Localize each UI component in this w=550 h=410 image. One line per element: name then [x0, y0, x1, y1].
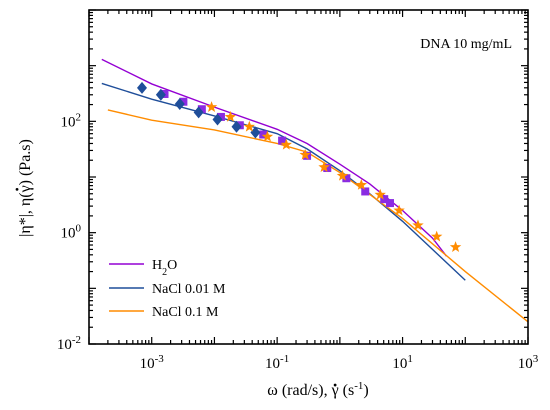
x-tick-exponent: 3: [533, 353, 539, 365]
h2o-oscillatory-squares-point-6: [259, 130, 268, 139]
y-axis-label-part-1: |η*|, η(: [17, 192, 34, 236]
legend-label-nacl-001: NaCl 0.01 M: [152, 282, 226, 297]
h2o-oscillatory-squares-point-13: [385, 199, 394, 208]
h2o-oscillatory-squares-point-2: [179, 97, 188, 106]
x-axis-label-part-1: ω (rad/s),: [267, 382, 331, 399]
y-axis-label-gamma: γ: [17, 185, 34, 193]
x-axis-label-part-3: (s: [339, 382, 355, 399]
x-axis-gamma-dot: [333, 383, 337, 387]
nacl01-oscillatory-stars-point-5: [280, 138, 293, 150]
y-tick-base: 10: [61, 114, 76, 130]
x-tick-label: 101: [392, 353, 413, 372]
nacl001-oscillatory-diamonds: [136, 81, 261, 139]
nacl001-oscillatory-diamonds-point-4: [193, 106, 204, 119]
x-tick-exponent: -1: [280, 353, 289, 365]
nacl001-oscillatory-diamonds-point-6: [231, 120, 242, 133]
nacl01-oscillatory-stars: [205, 101, 462, 252]
nacl001-oscillatory-diamonds-point-3: [174, 97, 185, 110]
nacl001-oscillatory-diamonds-point-2: [155, 88, 166, 101]
h2o-oscillatory-squares-point-9: [323, 164, 332, 173]
h2o-oscillatory-squares-point-10: [342, 174, 351, 183]
x-tick-label: 10-1: [265, 353, 289, 372]
legend-item-h2o: H2O: [109, 258, 177, 278]
x-tick-label: 103: [518, 353, 539, 372]
y-tick-label: 100: [61, 223, 82, 242]
x-tick-base: 10: [518, 356, 533, 372]
x-tick-base: 10: [140, 356, 155, 372]
nacl01-oscillatory-stars-point-12: [412, 219, 424, 231]
x-axis-label-exponent: -1: [354, 380, 363, 392]
y-tick-base: 10: [57, 337, 72, 353]
nacl01-oscillatory-stars-point-9: [355, 178, 368, 190]
h2o-oscillatory-squares-point-11: [361, 187, 370, 196]
h2o-oscillatory-squares-point-12: [380, 195, 389, 204]
nacl01-oscillatory-stars-point-1: [205, 101, 218, 112]
nacl001-oscillatory-diamonds-point-7: [250, 126, 261, 139]
nacl01-oscillatory-stars-point-2: [224, 110, 237, 122]
y-axis-gamma-dot: [15, 187, 19, 191]
nacl01-oscillatory-stars-point-10: [374, 188, 386, 200]
nacl01-oscillatory-stars-point-13: [430, 230, 443, 242]
y-tick-base: 10: [61, 226, 76, 242]
nacl01-oscillatory-stars-point-11: [393, 204, 405, 216]
x-axis-label-part-5: ): [363, 382, 368, 399]
y-tick-exponent: 0: [76, 223, 82, 235]
h2o-oscillatory-squares-point-3: [197, 105, 206, 114]
x-axis-label: ω (rad/s), γ (s-1): [267, 380, 368, 399]
y-tick-exponent: 2: [76, 111, 82, 123]
legend-label-h2o: H2O: [152, 258, 177, 278]
nacl01-oscillatory-stars-point-6: [299, 148, 311, 160]
y-tick-label: 102: [61, 111, 82, 130]
nacl01-oscillatory-stars-point-4: [261, 130, 274, 142]
x-tick-base: 10: [265, 356, 280, 372]
y-axis-label-part-3: ) (Pa.s): [17, 139, 34, 185]
chart-annotation: DNA 10 mg/mL: [420, 37, 512, 52]
nacl01-oscillatory-stars-point-14: [449, 241, 462, 252]
plot-marks: [101, 58, 529, 323]
x-tick-label: 10-3: [140, 353, 165, 372]
legend: H2O NaCl 0.01 M NaCl 0.1 M: [109, 258, 226, 320]
nacl001-steady-line: [101, 82, 466, 281]
legend-item-nacl-001: NaCl 0.01 M: [109, 282, 226, 297]
x-tick-exponent: -3: [155, 353, 165, 365]
x-axis-label-gamma: γ: [331, 382, 339, 399]
nacl001-oscillatory-diamonds-point-5: [212, 113, 223, 126]
legend-label-nacl-01: NaCl 0.1 M: [152, 305, 219, 320]
h2o-oscillatory-squares-point-4: [216, 112, 225, 121]
nacl01-oscillatory-stars-point-3: [243, 120, 256, 132]
legend-item-nacl-01: NaCl 0.1 M: [109, 305, 219, 320]
x-tick-exponent: 1: [407, 353, 413, 365]
nacl001-oscillatory-diamonds-point-1: [136, 81, 147, 94]
y-tick-exponent: -2: [72, 334, 81, 346]
y-tick-label: 10-2: [57, 334, 81, 353]
x-tick-base: 10: [392, 356, 407, 372]
y-axis-label: |η*|, η(γ) (Pa.s): [17, 139, 34, 237]
nacl01-oscillatory-stars-point-7: [318, 161, 330, 173]
h2o-oscillatory-squares-point-7: [278, 136, 287, 145]
nacl01-oscillatory-stars-point-8: [336, 169, 349, 181]
nacl001-steady-line-path: [101, 82, 466, 281]
